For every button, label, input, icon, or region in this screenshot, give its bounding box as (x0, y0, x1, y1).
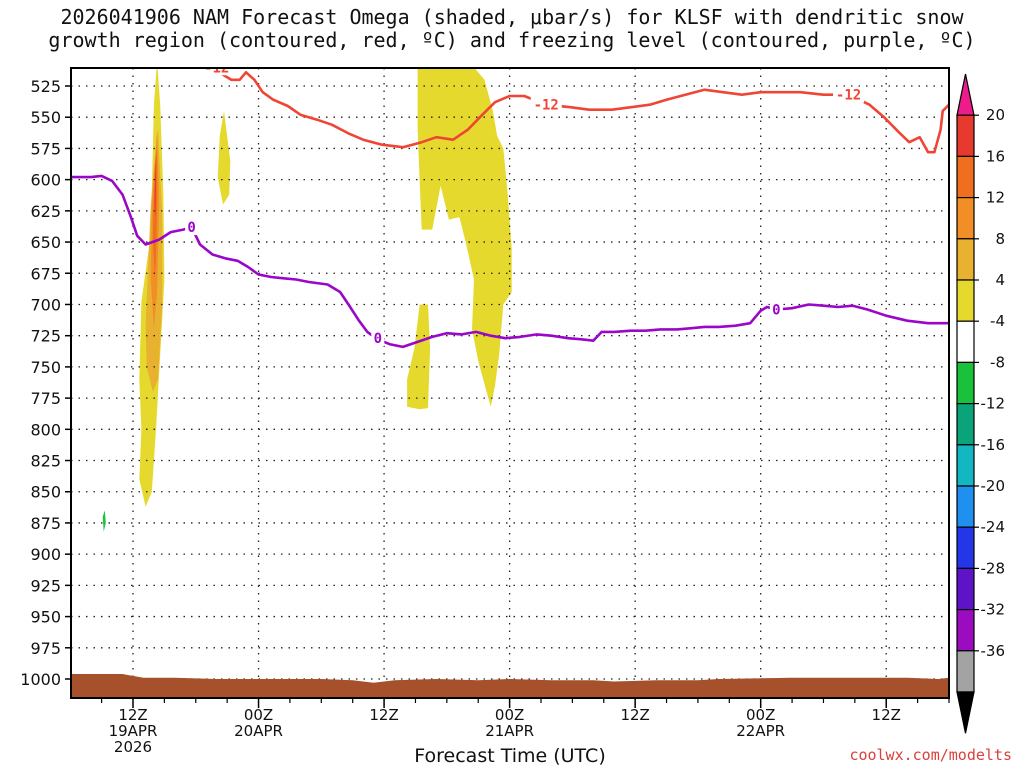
y-tick-label-700: 700 (30, 295, 61, 314)
y-tick-label-850: 850 (30, 483, 61, 502)
omega-region-5 (217, 111, 231, 205)
x-tick-label-36-0: 12Z (369, 706, 398, 724)
colorbar-bin-7 (956, 361, 975, 405)
colorbar-bin-5 (956, 279, 975, 322)
x-tick-label-84-0: 12Z (872, 706, 901, 724)
x-tick-label-48-0: 00Z (495, 706, 524, 724)
colorbar-bin-1 (956, 114, 975, 157)
y-tick-label-900: 900 (30, 545, 61, 564)
colorbar-label-1: 16 (986, 147, 1005, 165)
freezing-level-contour-label-bg-0 (185, 219, 199, 236)
x-tick-label-24-1: 20APR (234, 722, 283, 740)
dgz-contour-label-bg-0 (201, 68, 233, 76)
terrain-fill (71, 674, 949, 698)
colorbar-bin-13 (956, 608, 975, 652)
colorbar-bin-11 (956, 526, 975, 570)
chart-title: 2026041906 NAM Forecast Omega (shaded, μ… (0, 6, 1024, 52)
freezing-level-contour-label-bg-1 (371, 330, 385, 347)
contour-layer: 0 0 0 -12 -12 -12 (71, 60, 949, 349)
x-tick-label-72-0: 00Z (746, 706, 775, 724)
freezing-level-contour-label-1: 0 (374, 331, 382, 347)
y-tick-label-675: 675 (30, 264, 61, 283)
y-tick-label-875: 875 (30, 514, 61, 533)
colorbar-label-2: 12 (986, 189, 1005, 207)
terrain-layer (71, 674, 949, 698)
x-tick-label-72-1: 22APR (736, 722, 785, 740)
axes-layer: 525 550 575 600 625 650 675 700 725 750 775 800 825 8… (20, 67, 950, 756)
y-tick-label-1000: 1000 (20, 670, 61, 689)
x-axis-title: Forecast Time (UTC) (0, 745, 1024, 767)
y-tick-label-625: 625 (30, 202, 61, 221)
dgz-contour-label-0: -12 (204, 60, 229, 76)
y-tick-label-575: 575 (30, 139, 61, 158)
colorbar-label-11: -28 (981, 559, 1006, 577)
colorbar-bin-14 (956, 650, 975, 693)
grid-layer (71, 68, 949, 698)
omega-region-6 (417, 68, 512, 407)
y-tick-label-825: 825 (30, 452, 61, 471)
colorbar-label-5: -4 (990, 312, 1005, 330)
colorbar-bin-2 (956, 155, 975, 199)
colorbar-bin-10 (956, 485, 975, 528)
credit-link[interactable]: coolwx.com/modelts (849, 746, 1012, 764)
y-tick-label-925: 925 (30, 576, 61, 595)
colorbar-bin-15 (956, 691, 975, 734)
omega-region-8 (102, 510, 106, 532)
x-axis-title-text: Forecast Time (UTC) (414, 745, 606, 767)
colorbar-label-4: 4 (995, 271, 1005, 289)
y-tick-label-950: 950 (30, 608, 61, 627)
omega-region-3 (152, 148, 158, 280)
dgz-contour-label-bg-2 (833, 86, 865, 103)
x-tick-label-48-1: 21APR (485, 722, 534, 740)
omega-region-4 (154, 154, 156, 218)
x-tick-label-60-0: 12Z (620, 706, 649, 724)
colorbar-label-6: -8 (990, 353, 1005, 371)
freezing-level-contour-label-2: 0 (772, 302, 780, 318)
x-tick-label-12-2: 2026 (114, 738, 152, 756)
colorbar-label-10: -24 (981, 518, 1006, 536)
y-tick-label-550: 550 (30, 108, 61, 127)
colorbar-label-8: -16 (981, 436, 1006, 454)
colorbar-bin-6 (956, 320, 975, 364)
x-tick-label-12-0: 12Z (118, 706, 147, 724)
colorbar-label-3: 8 (995, 230, 1005, 248)
colorbar-bin-4 (956, 238, 975, 281)
dgz-contour-label-2: -12 (836, 88, 861, 104)
colorbar: 20 16 12 8 4 -4 -8 -12 -16 -20 -24 -28 -32 -36 (956, 73, 1006, 734)
dgz-contour-label-1: -12 (534, 98, 559, 114)
x-tick-label-12-1: 19APR (109, 722, 158, 740)
omega-shading-layer (102, 68, 512, 532)
y-tick-label-725: 725 (30, 327, 61, 346)
y-tick-label-975: 975 (30, 639, 61, 658)
freezing-level-contour-label-0: 0 (187, 220, 195, 236)
dgz-contour-label-bg-1 (530, 96, 562, 113)
colorbar-bin-12 (956, 567, 975, 611)
colorbar-label-13: -36 (981, 642, 1006, 660)
y-tick-label-800: 800 (30, 420, 61, 439)
chart-title-line-1: 2026041906 NAM Forecast Omega (shaded, μ… (60, 5, 964, 29)
colorbar-bin-0 (956, 73, 975, 116)
omega-region-7 (407, 304, 431, 410)
colorbar-label-12: -32 (981, 601, 1006, 619)
y-tick-label-600: 600 (30, 171, 61, 190)
y-tick-label-750: 750 (30, 358, 61, 377)
y-tick-label-650: 650 (30, 233, 61, 252)
colorbar-bin-3 (956, 197, 975, 240)
colorbar-bin-8 (956, 403, 975, 446)
chart-title-line-2: growth region (contoured, red, ºC) and f… (48, 28, 976, 52)
y-tick-label-525: 525 (30, 77, 61, 96)
colorbar-label-7: -12 (981, 395, 1006, 413)
colorbar-bin-9 (956, 444, 975, 487)
colorbar-label-9: -20 (981, 477, 1006, 495)
freezing-level-contour-label-bg-2 (769, 301, 783, 318)
x-tick-label-24-0: 00Z (244, 706, 273, 724)
y-tick-label-775: 775 (30, 389, 61, 408)
colorbar-label-0: 20 (986, 106, 1005, 124)
dgz-contour (209, 68, 949, 154)
